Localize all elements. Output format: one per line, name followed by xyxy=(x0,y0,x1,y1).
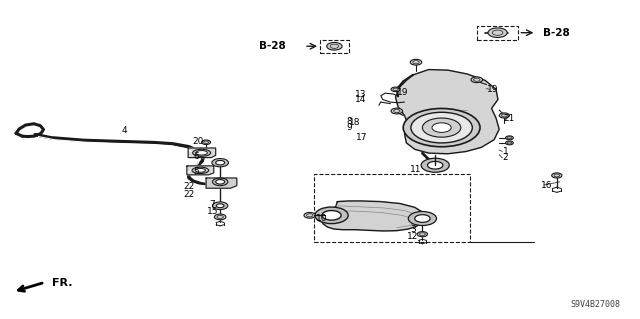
Text: FR.: FR. xyxy=(52,278,73,288)
Circle shape xyxy=(214,214,226,220)
Text: 10: 10 xyxy=(316,214,328,223)
Polygon shape xyxy=(206,178,237,188)
Circle shape xyxy=(499,113,509,118)
Circle shape xyxy=(506,141,513,145)
Polygon shape xyxy=(321,201,425,231)
Text: 19: 19 xyxy=(487,85,499,94)
Text: 7: 7 xyxy=(210,200,215,209)
Circle shape xyxy=(403,108,480,147)
Circle shape xyxy=(322,211,341,220)
Circle shape xyxy=(410,59,422,65)
Text: 3: 3 xyxy=(410,225,415,234)
Text: 13: 13 xyxy=(355,90,366,99)
Bar xyxy=(477,26,518,40)
Circle shape xyxy=(422,118,461,137)
Text: 9: 9 xyxy=(346,123,351,132)
Circle shape xyxy=(391,87,400,92)
Circle shape xyxy=(552,173,562,178)
Text: 11: 11 xyxy=(410,165,422,174)
Circle shape xyxy=(411,112,472,143)
Text: 1: 1 xyxy=(503,147,508,156)
Circle shape xyxy=(202,140,211,145)
Bar xyxy=(314,174,470,242)
Circle shape xyxy=(326,42,342,50)
Circle shape xyxy=(216,180,225,184)
Text: 8: 8 xyxy=(346,117,351,126)
Text: B-28: B-28 xyxy=(543,28,570,38)
Circle shape xyxy=(417,232,428,237)
Polygon shape xyxy=(396,70,499,154)
Ellipse shape xyxy=(193,149,211,156)
Circle shape xyxy=(432,123,451,132)
Circle shape xyxy=(408,211,436,226)
Bar xyxy=(320,40,349,53)
Circle shape xyxy=(212,178,228,186)
Text: 19: 19 xyxy=(397,88,409,97)
Circle shape xyxy=(506,136,513,140)
Circle shape xyxy=(212,202,228,210)
Text: 22: 22 xyxy=(183,190,195,199)
Text: 4: 4 xyxy=(122,126,127,135)
Circle shape xyxy=(216,204,224,208)
Circle shape xyxy=(391,108,403,114)
Circle shape xyxy=(315,207,348,224)
Polygon shape xyxy=(187,166,214,175)
Circle shape xyxy=(428,161,443,169)
Text: 5: 5 xyxy=(194,167,199,176)
Polygon shape xyxy=(188,148,216,158)
Circle shape xyxy=(212,159,228,167)
Circle shape xyxy=(216,160,225,165)
Text: 2: 2 xyxy=(503,153,508,162)
Circle shape xyxy=(421,158,449,172)
Text: B-28: B-28 xyxy=(259,41,285,51)
Text: 15: 15 xyxy=(207,207,218,216)
Ellipse shape xyxy=(196,151,207,155)
Text: 18: 18 xyxy=(349,118,361,127)
Circle shape xyxy=(415,215,430,222)
Ellipse shape xyxy=(192,167,209,174)
Text: 16: 16 xyxy=(541,181,553,189)
Text: 20: 20 xyxy=(193,137,204,146)
Circle shape xyxy=(488,28,508,38)
Text: S9V4B27008: S9V4B27008 xyxy=(571,300,621,309)
Text: 14: 14 xyxy=(355,95,366,104)
Text: 17: 17 xyxy=(356,133,367,142)
Text: 21: 21 xyxy=(503,114,515,123)
Text: 6: 6 xyxy=(194,152,199,161)
Ellipse shape xyxy=(195,168,205,172)
Text: 22: 22 xyxy=(183,182,195,191)
Circle shape xyxy=(471,77,483,83)
Text: 12: 12 xyxy=(407,232,419,241)
Circle shape xyxy=(304,212,316,218)
